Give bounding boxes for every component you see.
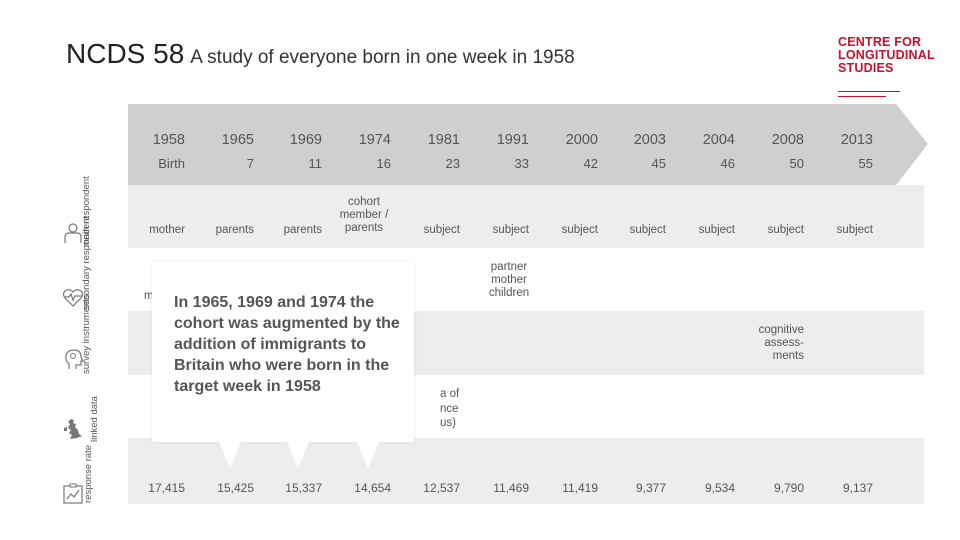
response-rate-value: 15,425 xyxy=(217,481,254,495)
main-respondent-cell: subject xyxy=(423,224,460,236)
main-respondent-cell: subject xyxy=(698,224,735,236)
timeline-age: 46 xyxy=(720,156,735,171)
page-title: NCDS 58 A study of everyone born in one w… xyxy=(66,38,575,70)
logo-rule xyxy=(838,91,900,92)
response-rate-value: 9,377 xyxy=(635,481,666,495)
info-callout-text: In 1965, 1969 and 1974 the cohort was au… xyxy=(174,294,400,395)
response-rate-value: 9,534 xyxy=(704,481,735,495)
timeline-age: 45 xyxy=(651,156,666,171)
timeline-year: 1981 xyxy=(427,132,460,148)
linked-fragment-3: us) xyxy=(440,417,456,429)
timeline-year: 1958 xyxy=(152,132,185,148)
main-respondent-cell: subject xyxy=(561,224,598,236)
timeline-age: 23 xyxy=(445,156,460,171)
title-main: NCDS 58 xyxy=(66,38,185,69)
logo-line-2: LONGITUDINAL xyxy=(838,48,935,62)
logo-rule-short xyxy=(838,96,886,97)
timeline-year: 2000 xyxy=(565,132,598,148)
timeline-year: 1974 xyxy=(358,132,391,148)
main-respondent-cell: cohort member / parents xyxy=(339,196,389,234)
timeline-year: 2004 xyxy=(702,132,735,148)
response-rate-value: 14,654 xyxy=(354,481,391,495)
callout-arrow-1974 xyxy=(356,440,380,468)
timeline-year: 1991 xyxy=(496,132,529,148)
row-response-rate xyxy=(128,438,924,504)
response-rate-value: 11,469 xyxy=(493,481,529,495)
timeline-year: 2013 xyxy=(840,132,873,148)
timeline-age: 16 xyxy=(376,156,391,171)
timeline-age: 50 xyxy=(789,156,804,171)
timeline-age: Birth xyxy=(158,156,185,171)
main-respondent-cell: parents xyxy=(215,224,254,236)
response-rate-value: 17,415 xyxy=(148,481,185,495)
label-response-rate: response rate xyxy=(83,444,94,503)
chart-report-icon xyxy=(63,483,83,504)
response-rate-value: 11,419 xyxy=(562,481,598,495)
row-main-respondent xyxy=(128,185,924,248)
callout-arrow-1969 xyxy=(286,440,310,468)
timeline-year: 2003 xyxy=(633,132,666,148)
cls-logo: CENTRE FOR LONGITUDINAL STUDIES xyxy=(838,35,935,97)
secondary-1958-fragment: m xyxy=(144,290,154,302)
main-respondent-cell: subject xyxy=(492,224,529,236)
secondary-1991: partner mother children xyxy=(488,261,530,299)
heartbeat-icon xyxy=(62,289,84,307)
logo-line-1: CENTRE FOR xyxy=(838,35,922,49)
main-respondent-cell: mother xyxy=(149,224,185,236)
person-icon xyxy=(64,223,82,243)
main-respondent-cell: subject xyxy=(767,224,804,236)
timeline-age: 33 xyxy=(514,156,529,171)
head-profile-icon xyxy=(65,349,84,369)
timeline-year: 2008 xyxy=(771,132,804,148)
timeline-year: 1969 xyxy=(289,132,322,148)
timeline-arrow-shape xyxy=(128,104,928,185)
timeline-age: 11 xyxy=(308,156,323,171)
main-respondent-cell: subject xyxy=(629,224,666,236)
timeline-age: 42 xyxy=(583,156,598,171)
info-callout xyxy=(152,262,414,442)
callout-arrow-1965 xyxy=(218,440,242,468)
response-rate-value: 9,790 xyxy=(773,481,804,495)
linked-fragment-1: a of xyxy=(440,388,460,400)
survey-2008: cognitive assess-ments xyxy=(758,324,804,362)
uk-map-icon xyxy=(64,419,82,439)
response-rate-value: 9,137 xyxy=(842,481,873,495)
main-respondent-cell: parents xyxy=(283,224,322,236)
timeline-arrow xyxy=(128,104,928,185)
logo-line-3: STUDIES xyxy=(838,61,894,75)
title-subtitle: A study of everyone born in one week in … xyxy=(190,47,575,68)
linked-fragment-2: nce xyxy=(440,403,459,415)
main-respondent-cell: subject xyxy=(836,224,873,236)
response-rate-value: 12,537 xyxy=(423,481,460,495)
label-linked-data: linked data xyxy=(89,396,100,442)
timeline-year: 1965 xyxy=(221,132,254,148)
timeline-age: 55 xyxy=(858,156,873,171)
response-rate-value: 15,337 xyxy=(285,481,322,495)
timeline-age: 7 xyxy=(246,156,254,171)
